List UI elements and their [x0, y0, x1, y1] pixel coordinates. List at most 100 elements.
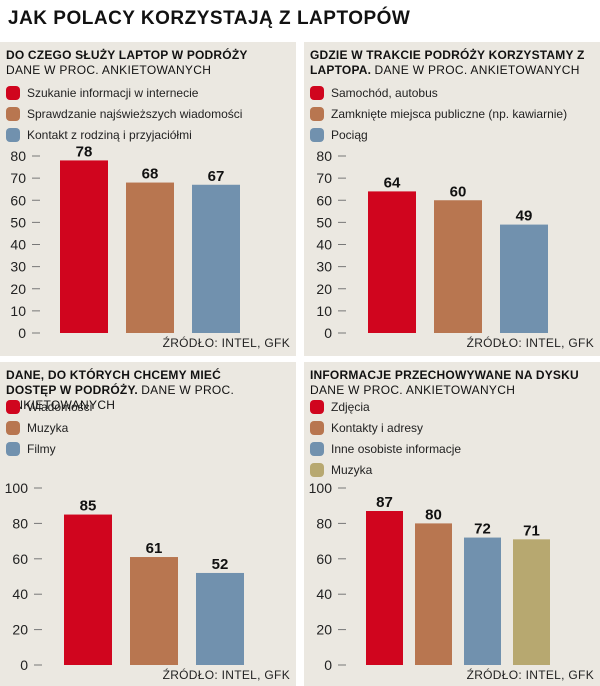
y-tick-label: 40 — [316, 237, 332, 253]
legend-label: Szukanie informacji w internecie — [27, 85, 199, 100]
y-tick-label: 20 — [316, 622, 332, 638]
bar — [415, 523, 452, 665]
y-tick-label: 20 — [10, 281, 26, 297]
y-tick-label: 80 — [10, 148, 26, 164]
chart-title: DO CZEGO SŁUŻY LAPTOP W PODRÓŻY DANE W P… — [6, 48, 266, 78]
y-tick-label: 80 — [12, 515, 28, 531]
y-tick-label: 50 — [10, 214, 26, 230]
bar-value-label: 85 — [80, 498, 97, 515]
bar-chart: 0 20 40 60 80 100 87 80 72 71 — [309, 480, 550, 673]
chart-panel-disk-storage: INFORMACJE PRZECHOWYWANE NA DYSKU DANE W… — [304, 362, 600, 686]
y-tick-label: 80 — [316, 148, 332, 164]
legend-swatch — [310, 85, 324, 100]
y-tick-label: 10 — [316, 303, 332, 319]
legend-swatch — [6, 420, 20, 435]
legend-swatch — [310, 399, 324, 414]
legend-label: Muzyka — [27, 420, 69, 435]
legend-swatch — [310, 127, 324, 142]
chart-legend: Zdjęcia Kontakty i adresy Inne osobiste … — [310, 396, 596, 480]
legend-swatch — [6, 127, 20, 142]
y-tick-label: 30 — [316, 259, 332, 275]
bar-value-label: 61 — [146, 540, 163, 557]
bar — [196, 572, 244, 665]
bar — [513, 539, 550, 665]
bar-value-label: 52 — [212, 556, 229, 573]
bar-value-label: 68 — [142, 166, 159, 183]
bar — [366, 511, 403, 665]
chart-title-bold: INFORMACJE PRZECHOWYWANE NA DYSKU — [310, 368, 579, 382]
legend-label: Pociąg — [331, 127, 368, 142]
y-tick-label: 0 — [324, 325, 332, 341]
source-note: ŹRÓDŁO: INTEL, GFK — [466, 668, 594, 682]
y-tick-label: 60 — [10, 192, 26, 208]
y-tick-label: 50 — [316, 214, 332, 230]
chart-subtitle: DANE W PROC. ANKIETOWANYCH — [374, 63, 580, 77]
bar — [130, 557, 178, 665]
y-tick-label: 60 — [316, 551, 332, 567]
chart-legend: Samochód, autobus Zamknięte miejsca publ… — [310, 82, 596, 145]
bar-value-label: 67 — [208, 168, 225, 185]
legend-item: Muzyka — [310, 459, 596, 480]
y-tick-label: 100 — [5, 480, 29, 496]
legend-item: Filmy — [6, 438, 292, 459]
y-tick-label: 20 — [12, 622, 28, 638]
legend-label: Zamknięte miejsca publiczne (np. kawiarn… — [331, 106, 568, 121]
legend-item: Muzyka — [6, 417, 292, 438]
bar-value-label: 71 — [523, 522, 540, 539]
bar — [64, 514, 112, 665]
chart-subtitle: DANE W PROC. ANKIETOWANYCH — [310, 383, 516, 397]
legend-label: Kontakt z rodziną i przyjaciółmi — [27, 127, 192, 142]
bar — [464, 537, 501, 665]
y-tick-label: 70 — [10, 170, 26, 186]
bar — [434, 200, 482, 333]
bar-value-label: 78 — [76, 143, 93, 160]
chart-panel-data-access: DANE, DO KTÓRYCH CHCEMY MIEĆ DOSTĘP W PO… — [0, 362, 296, 686]
legend-item: Wiadomości — [6, 396, 292, 417]
legend-item: Kontakt z rodziną i przyjaciółmi — [6, 124, 292, 145]
legend-label: Sprawdzanie najświeższych wiadomości — [27, 106, 243, 121]
y-tick-label: 70 — [316, 170, 332, 186]
legend-swatch — [6, 441, 20, 456]
y-tick-label: 20 — [316, 281, 332, 297]
bar-value-label: 87 — [376, 494, 393, 511]
bar — [368, 191, 416, 333]
source-note: ŹRÓDŁO: INTEL, GFK — [162, 336, 290, 350]
y-tick-label: 80 — [316, 515, 332, 531]
chart-title-bold: DANE, DO KTÓRYCH CHCEMY MIEĆ DOSTĘP W PO… — [6, 368, 221, 397]
legend-label: Wiadomości — [27, 399, 93, 414]
bar — [500, 224, 548, 333]
bar-value-label: 80 — [425, 506, 442, 523]
legend-item: Samochód, autobus — [310, 82, 596, 103]
chart-title-bold: DO CZEGO SŁUŻY LAPTOP W PODRÓŻY — [6, 48, 248, 62]
y-tick-label: 40 — [316, 586, 332, 602]
legend-item: Sprawdzanie najświeższych wiadomości — [6, 103, 292, 124]
y-tick-label: 40 — [12, 586, 28, 602]
legend-swatch — [310, 106, 324, 121]
legend-swatch — [310, 441, 324, 456]
legend-swatch — [6, 399, 20, 414]
y-tick-label: 60 — [12, 551, 28, 567]
chart-panel-laptop-usage: DO CZEGO SŁUŻY LAPTOP W PODRÓŻY DANE W P… — [0, 42, 296, 356]
bar-value-label: 64 — [384, 174, 401, 191]
y-tick-label: 0 — [324, 657, 332, 673]
chart-legend: Szukanie informacji w internecie Sprawdz… — [6, 82, 292, 145]
y-tick-label: 100 — [309, 480, 333, 496]
page-title: JAK POLACY KORZYSTAJĄ Z LAPTOPÓW — [8, 8, 411, 29]
bar-chart: 0 10 20 30 40 50 60 70 80 78 68 67 — [10, 143, 240, 341]
source-note: ŹRÓDŁO: INTEL, GFK — [466, 336, 594, 350]
legend-item: Inne osobiste informacje — [310, 438, 596, 459]
legend-label: Samochód, autobus — [331, 85, 438, 100]
bar — [192, 184, 240, 333]
y-tick-label: 0 — [18, 325, 26, 341]
legend-label: Muzyka — [331, 462, 373, 477]
legend-item: Pociąg — [310, 124, 596, 145]
bar-value-label: 60 — [450, 183, 467, 200]
y-tick-label: 60 — [316, 192, 332, 208]
chart-title: INFORMACJE PRZECHOWYWANE NA DYSKU DANE W… — [310, 368, 592, 398]
chart-title-bold: GDZIE W TRAKCIE PODRÓŻY KORZYSTAMY Z LAP… — [310, 48, 585, 77]
y-tick-label: 0 — [20, 657, 28, 673]
y-tick-label: 30 — [10, 259, 26, 275]
legend-item: Kontakty i adresy — [310, 417, 596, 438]
legend-item: Zamknięte miejsca publiczne (np. kawiarn… — [310, 103, 596, 124]
bar-chart: 0 10 20 30 40 50 60 70 80 64 60 49 — [316, 148, 548, 341]
